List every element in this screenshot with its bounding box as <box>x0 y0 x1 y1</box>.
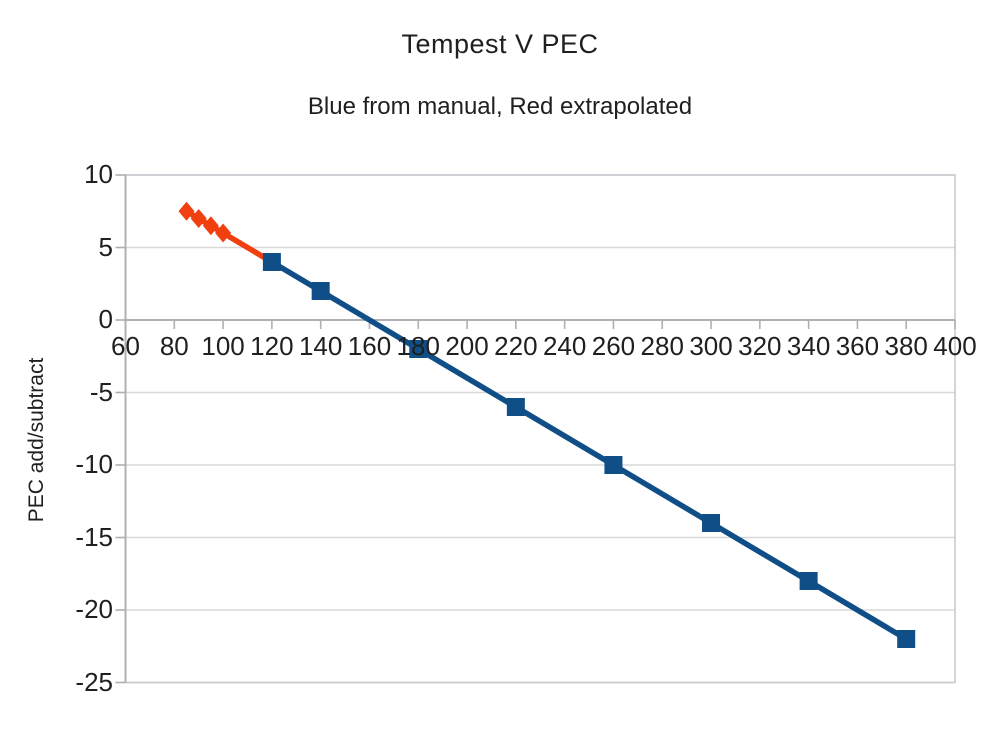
chart-subtitle: Blue from manual, Red extrapolated <box>307 93 693 120</box>
x-tick-label: 100 <box>201 331 245 361</box>
marker-square <box>262 253 281 271</box>
marker-square <box>311 282 330 300</box>
marker-diamond <box>215 223 232 243</box>
marker-square <box>506 398 525 416</box>
x-tick-label: 120 <box>250 331 294 361</box>
y-tick-label: -10 <box>75 448 113 479</box>
y-tick-label: -20 <box>75 593 113 624</box>
x-tick-label: 60 <box>111 331 140 361</box>
y-tick-label: -25 <box>75 666 113 697</box>
chart-title: Tempest V PEC <box>401 29 599 59</box>
marker-square <box>409 340 428 358</box>
x-tick-label: 140 <box>298 331 343 361</box>
y-tick-label: 10 <box>84 158 113 189</box>
x-tick-label: 260 <box>591 331 636 361</box>
x-tick-label: 220 <box>494 331 538 361</box>
marker-square <box>702 514 721 532</box>
x-tick-label: 340 <box>786 331 831 361</box>
x-tick-label: 320 <box>738 331 782 361</box>
x-tick-label: 160 <box>347 331 392 361</box>
marker-square <box>799 572 818 590</box>
y-tick-label: 5 <box>98 231 113 262</box>
x-tick-label: 300 <box>689 331 733 361</box>
x-tick-label: 360 <box>835 331 880 361</box>
series-line-1 <box>270 259 908 642</box>
y-tick-label: 0 <box>98 303 113 334</box>
y-tick-label: -5 <box>89 376 113 407</box>
marker-diamond <box>190 209 207 228</box>
x-tick-label: 240 <box>542 331 587 361</box>
marker-square <box>897 630 916 648</box>
x-tick-label: 280 <box>640 331 684 361</box>
marker-diamond <box>202 216 219 236</box>
x-tick-label: 200 <box>445 331 489 361</box>
x-tick-label: 80 <box>159 331 189 361</box>
x-tick-label: 180 <box>396 331 440 361</box>
marker-diamond <box>178 201 195 221</box>
x-tick-label: 400 <box>933 331 977 361</box>
marker-square <box>604 456 623 474</box>
y-tick-label: -15 <box>75 521 113 552</box>
x-tick-label: 380 <box>884 331 928 361</box>
